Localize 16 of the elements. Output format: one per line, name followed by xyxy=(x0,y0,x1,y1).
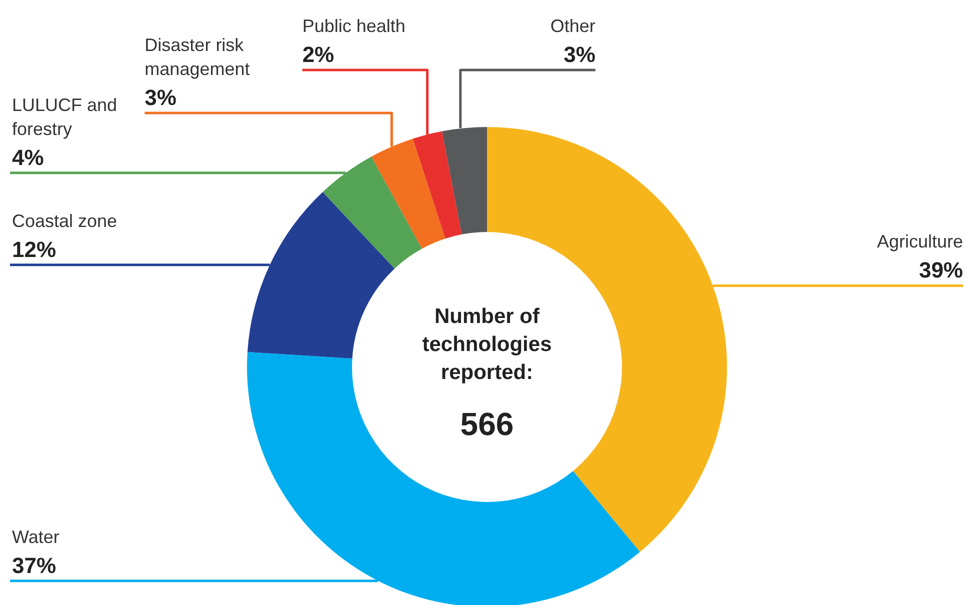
slice-label: Other xyxy=(550,16,596,36)
slice-label: Coastal zone xyxy=(12,210,118,231)
data-label: 12% xyxy=(12,236,56,262)
slice-label: Disaster risk management xyxy=(144,35,250,79)
slice-label: LULUCF and forestry xyxy=(12,94,118,139)
text: 566 xyxy=(460,406,514,442)
data-label: 3% xyxy=(564,42,596,67)
data-label: 2% xyxy=(302,42,334,67)
slice-label: Public health xyxy=(302,16,406,36)
data-label: 4% xyxy=(12,144,44,170)
slice-label: Water xyxy=(12,526,60,547)
data-label: 39% xyxy=(918,258,963,283)
data-label: 3% xyxy=(144,85,176,110)
data-label: 37% xyxy=(12,552,56,578)
slice-label: Agriculture xyxy=(876,232,963,252)
text: Number of technologies reported: xyxy=(422,305,552,384)
